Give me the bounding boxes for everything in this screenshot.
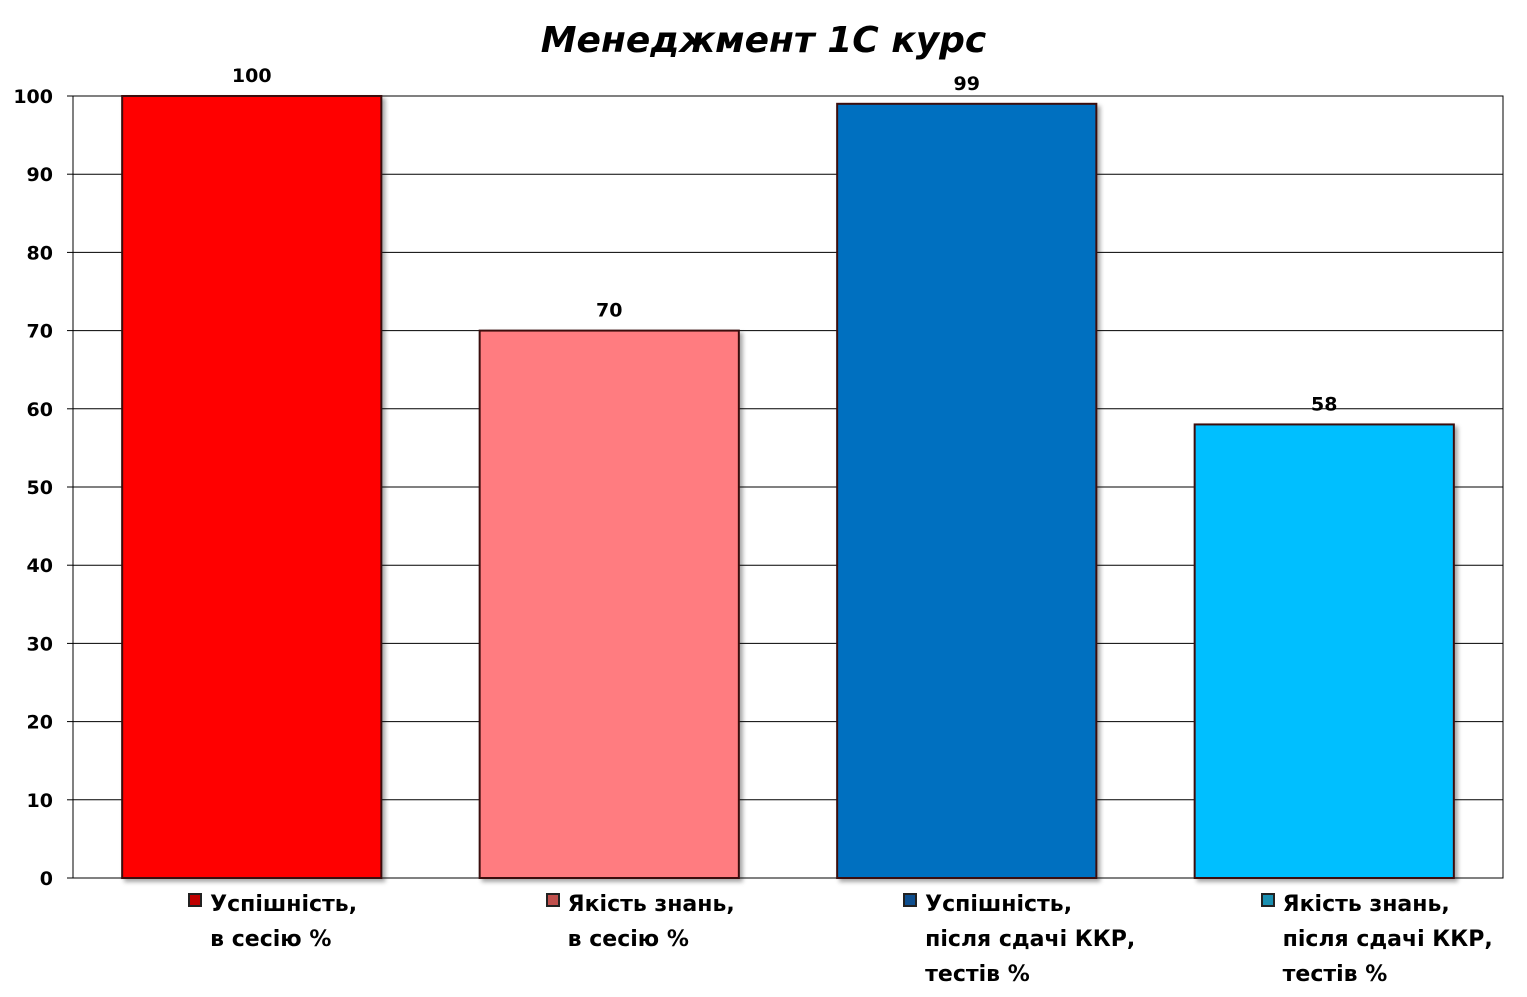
legend-item: Успішність, після сдачі ККР, тестів % xyxy=(903,887,1135,992)
data-label: 70 xyxy=(596,300,622,322)
y-tick-label: 80 xyxy=(27,242,53,264)
legend-swatch xyxy=(1260,893,1275,907)
y-tick-label: 10 xyxy=(27,790,53,812)
legend-label-line: Успішність, xyxy=(210,892,358,917)
y-axis-ticks: 0 10 20 30 40 50 60 70 80 90 100 xyxy=(13,86,73,890)
legend-item: Успішність, в сесію % xyxy=(188,887,357,957)
legend-label-line: після сдачі ККР, xyxy=(1282,927,1493,952)
legend-swatch xyxy=(903,893,918,907)
legend-swatch xyxy=(188,893,203,907)
bar xyxy=(836,102,1098,879)
bar xyxy=(1193,423,1455,879)
y-tick-label: 70 xyxy=(27,321,53,343)
legend-item: Якість знань, після сдачі ККР, тестів % xyxy=(1260,887,1493,992)
legend-label-line: Якість знань, xyxy=(1282,892,1450,917)
bars xyxy=(121,95,1455,880)
legend-label-line: після сдачі ККР, xyxy=(925,927,1136,952)
legend-label-line: тестів % xyxy=(1282,962,1388,987)
legend-label: Якість знань, після сдачі ККР, тестів % xyxy=(1283,887,1493,992)
legend-label-line: Успішність, xyxy=(925,892,1073,917)
legend-label: Успішність, після сдачі ККР, тестів % xyxy=(925,887,1135,992)
legend-label-line: Якість знань, xyxy=(567,892,735,917)
data-label: 99 xyxy=(954,73,980,95)
legend-label-line: в сесію % xyxy=(567,927,689,952)
data-label: 58 xyxy=(1311,393,1337,415)
y-tick-label: 90 xyxy=(27,164,53,186)
y-tick-label: 50 xyxy=(27,477,53,499)
bar xyxy=(121,95,383,879)
y-tick-label: 100 xyxy=(13,86,53,108)
data-labels: 100 70 99 58 xyxy=(232,65,1338,415)
legend-item: Якість знань, в сесію % xyxy=(545,887,735,957)
chart-title: Менеджмент 1С курс xyxy=(540,20,987,61)
y-tick-label: 0 xyxy=(40,868,53,890)
data-label: 100 xyxy=(232,65,272,87)
y-tick-label: 30 xyxy=(27,633,53,655)
legend-label-line: тестів % xyxy=(925,962,1030,987)
legend-label: Успішність, в сесію % xyxy=(210,887,357,957)
y-tick-label: 60 xyxy=(27,399,53,421)
bar xyxy=(478,329,740,880)
y-tick-label: 20 xyxy=(27,712,53,734)
legend-label-line: в сесію % xyxy=(210,927,332,952)
y-tick-label: 40 xyxy=(27,555,53,577)
legend-label: Якість знань, в сесію % xyxy=(568,887,735,957)
legend-swatch xyxy=(545,893,560,907)
